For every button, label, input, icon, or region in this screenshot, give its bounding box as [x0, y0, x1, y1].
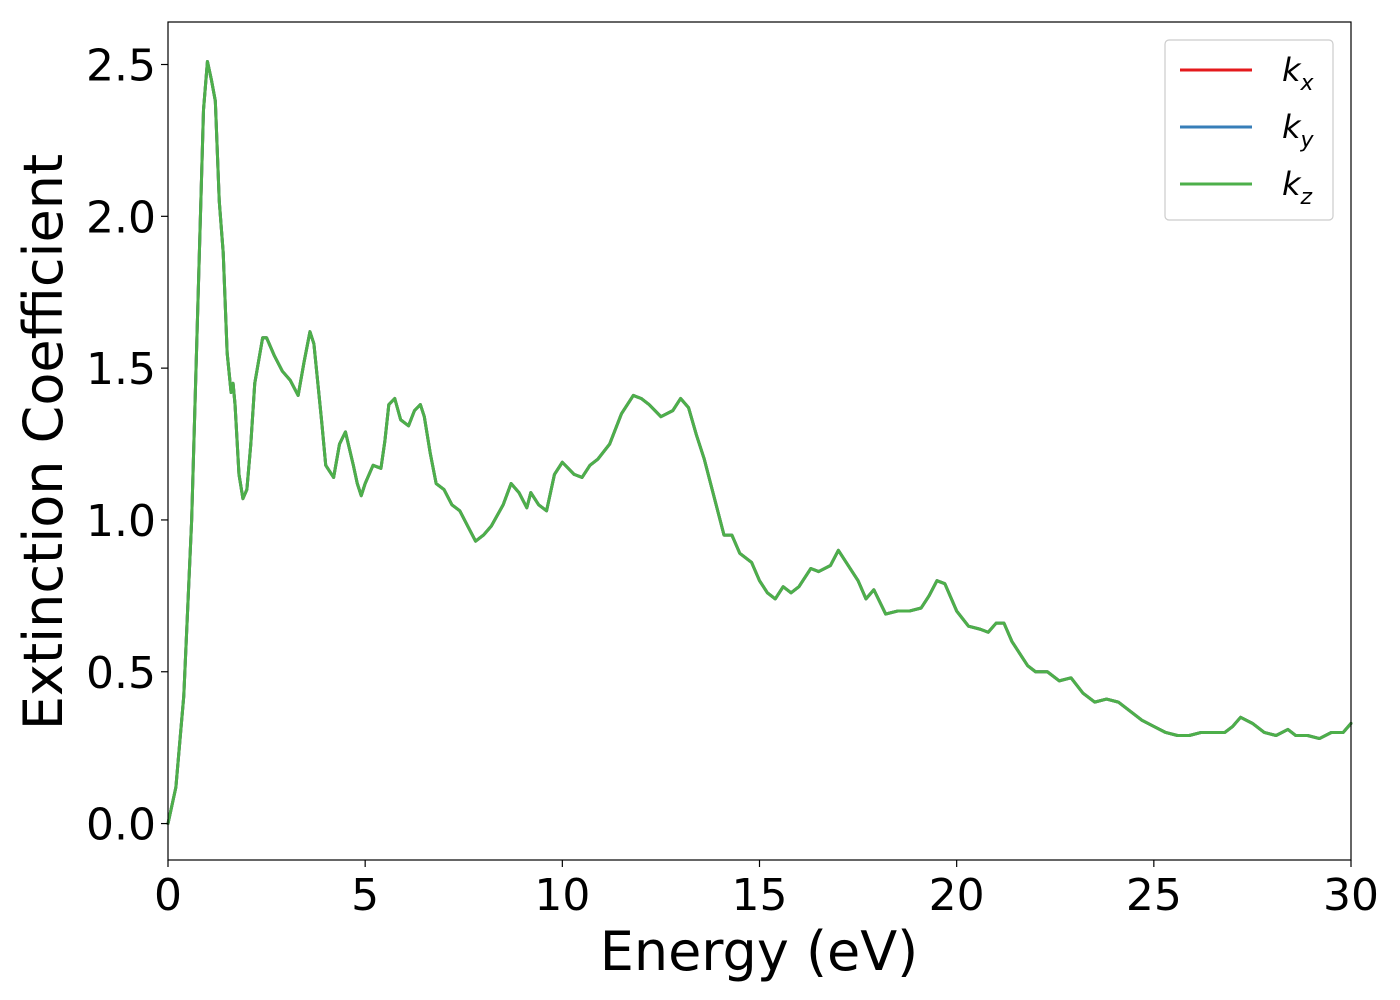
x-axis-label: Energy (eV) — [600, 920, 919, 983]
y-tick-label: 0.5 — [86, 648, 156, 699]
x-tick-label: 0 — [154, 870, 182, 921]
x-tick-label: 30 — [1323, 870, 1379, 921]
series-line-kz — [166, 59, 1353, 826]
legend-label-ky: ky — [1282, 108, 1315, 153]
y-tick-label: 1.5 — [86, 344, 156, 395]
x-tick-label: 5 — [351, 870, 379, 921]
x-tick-label: 20 — [929, 870, 985, 921]
plot-lines — [166, 59, 1353, 826]
x-tick-label: 25 — [1126, 870, 1182, 921]
legend-label-kx: kx — [1282, 51, 1315, 96]
y-tick-label: 0.0 — [86, 800, 156, 851]
y-tick-label: 1.0 — [86, 496, 156, 547]
y-axis-ticks: 0.0 0.5 1.0 1.5 2.0 2.5 — [86, 41, 168, 851]
legend: kx ky kz — [1164, 39, 1334, 221]
y-tick-label: 2.5 — [86, 41, 156, 92]
x-axis-ticks: 0 5 10 15 20 25 30 — [154, 860, 1379, 921]
x-tick-label: 15 — [732, 870, 788, 921]
legend-box — [1164, 39, 1334, 221]
x-tick-label: 10 — [534, 870, 590, 921]
y-tick-label: 2.0 — [86, 192, 156, 243]
legend-label-kz: kz — [1282, 165, 1313, 210]
y-axis-label: Extinction Coefficient — [12, 154, 75, 730]
